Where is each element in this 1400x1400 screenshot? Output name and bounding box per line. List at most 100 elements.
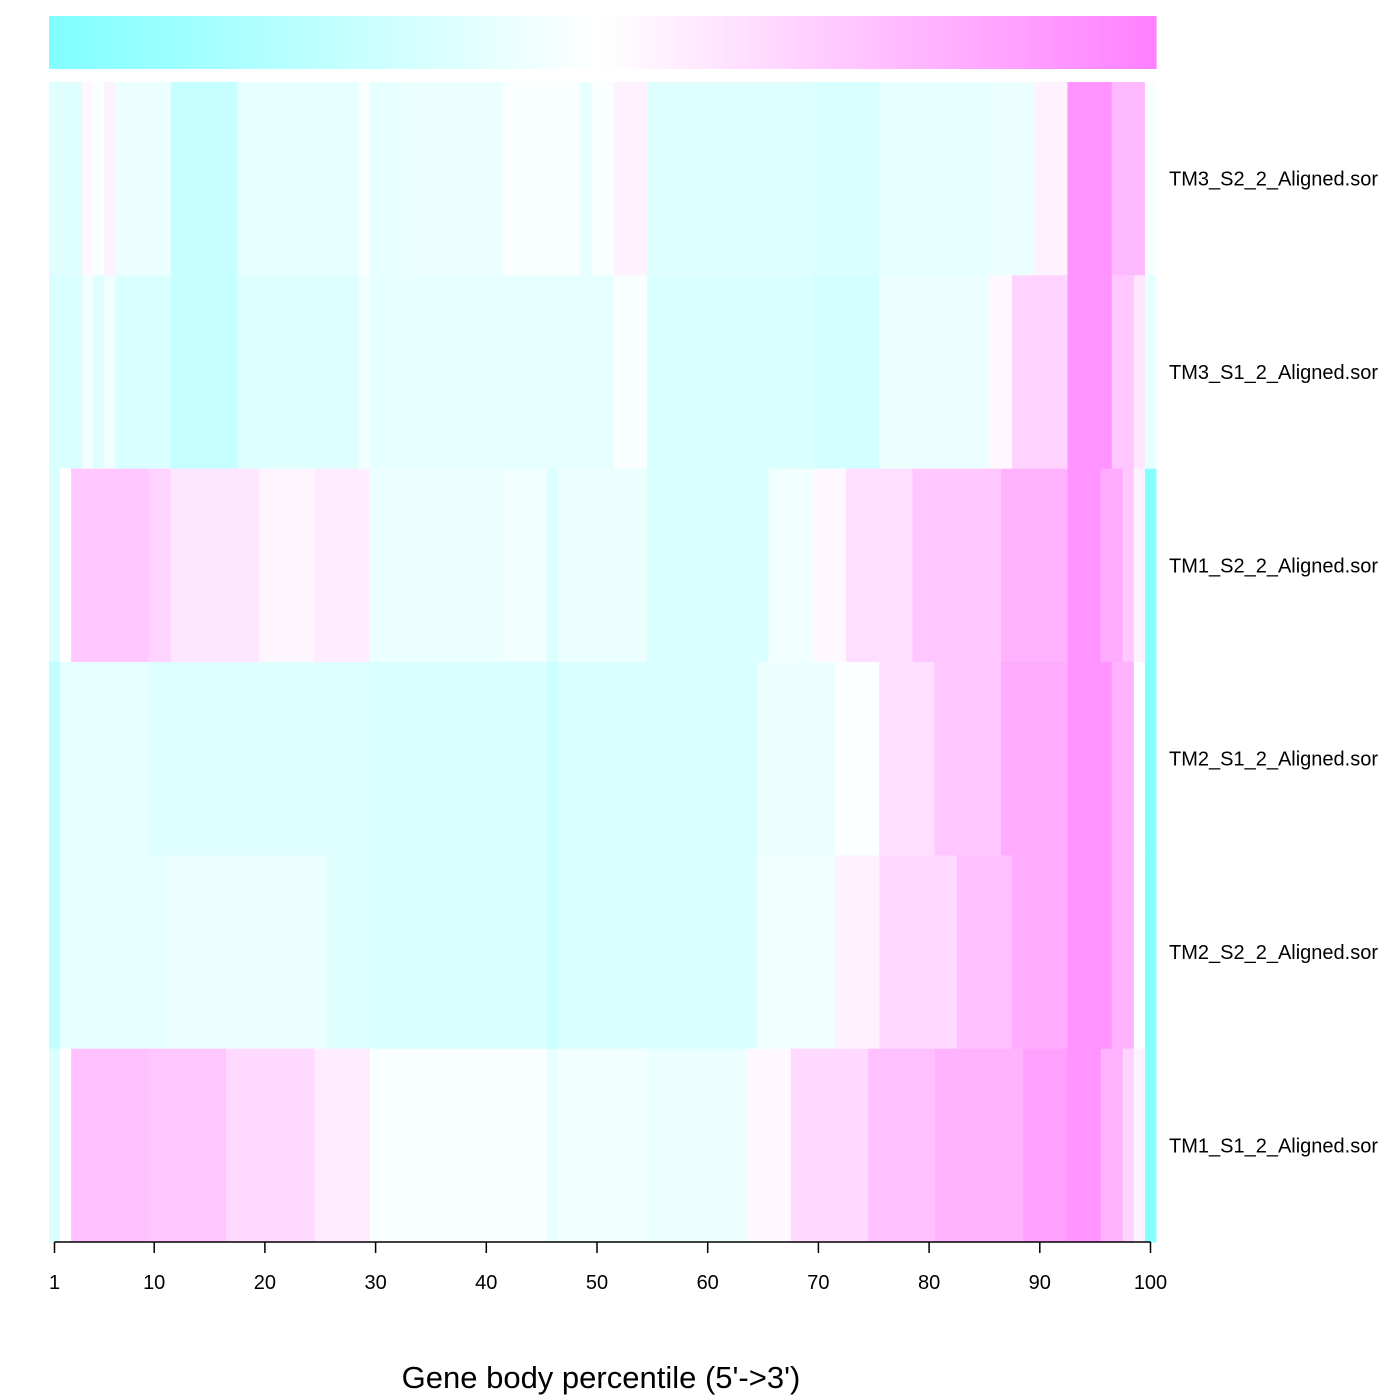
heatmap-cell [989, 275, 1013, 470]
heatmap-cell [170, 468, 260, 663]
colorbar-cell [1082, 16, 1093, 69]
heatmap-cell [1111, 662, 1135, 856]
colorbar-cell [602, 16, 613, 69]
heatmap-cell [1067, 468, 1102, 663]
colorbar-cell [1036, 16, 1046, 69]
colorbar-cell [860, 16, 871, 69]
heatmap-cell [237, 275, 360, 470]
heatmap-cell [115, 82, 172, 276]
heatmap-cell [237, 82, 360, 276]
colorbar-cell [1072, 16, 1083, 69]
colorbar-cell [814, 16, 825, 69]
heatmap-cell [1023, 1048, 1068, 1243]
heatmap-row [49, 662, 1157, 856]
x-tick-label: 40 [475, 1272, 497, 1294]
colorbar-cell [491, 16, 502, 69]
colorbar-cell [353, 16, 364, 69]
colorbar-cell [989, 16, 1000, 69]
colorbar-cell [731, 16, 742, 69]
heatmap-cell [812, 275, 880, 470]
heatmap-row [49, 468, 1157, 663]
colorbar-cell [279, 16, 290, 69]
colorbar-cell [1119, 16, 1129, 69]
colorbar-cell [916, 16, 926, 69]
heatmap-cell [104, 275, 116, 470]
colorbar-cell [657, 16, 668, 69]
heatmap-cell [1122, 1048, 1135, 1243]
heatmap-cell [148, 662, 371, 856]
colorbar-cell [897, 16, 908, 69]
colorbar-cell [454, 16, 465, 69]
colorbar-cell [122, 16, 133, 69]
heatmap-cell [591, 82, 614, 276]
heatmap-cell [1144, 855, 1157, 1050]
x-tick-label: 1 [49, 1272, 60, 1294]
heatmap-cell [1067, 662, 1113, 856]
heatmap-cell [314, 468, 371, 663]
colorbar-cell [205, 16, 216, 69]
colorbar-cell [49, 16, 59, 69]
colorbar-cell [270, 16, 281, 69]
heatmap-cell [834, 662, 880, 856]
row-label: TM1_S1_2_Aligned.sor [1169, 1135, 1378, 1157]
heatmap-cell [1144, 468, 1157, 663]
colorbar-cell [620, 16, 631, 69]
colorbar-cell [224, 16, 235, 69]
colorbar-cell [906, 16, 917, 69]
heatmap-cell [846, 468, 913, 663]
colorbar-cell [842, 16, 853, 69]
colorbar-cell [242, 16, 253, 69]
heatmap-cell [170, 82, 238, 276]
colorbar-cell [159, 16, 170, 69]
colorbar-cell [215, 16, 225, 69]
colorbar-cell [187, 16, 198, 69]
colorbar-cell [1008, 16, 1019, 69]
heatmap-cell [82, 82, 94, 276]
colorbar-cell [427, 16, 438, 69]
heatmap-cell [104, 82, 116, 276]
heatmap-cell [1133, 468, 1146, 663]
heatmap-cell [1133, 855, 1146, 1050]
colorbar-cell [630, 16, 640, 69]
heatmap-cell [60, 855, 172, 1050]
colorbar-cell [750, 16, 760, 69]
heatmap-cell [71, 1048, 150, 1243]
colorbar-cell [740, 16, 751, 69]
heatmap-cell [879, 82, 991, 276]
colorbar-cell [934, 16, 945, 69]
heatmap-cell [1133, 275, 1146, 470]
colorbar-cell [1146, 16, 1157, 69]
heatmap-cell [547, 855, 559, 1050]
colorbar-cell [390, 16, 401, 69]
colorbar-cell [879, 16, 890, 69]
heatmap-cell [1144, 1048, 1157, 1243]
heatmap-cell [757, 855, 836, 1050]
heatmap-cell [370, 82, 404, 276]
heatmap-grid [49, 82, 1157, 1243]
colorbar-cell [888, 16, 899, 69]
colorbar-cell [943, 16, 954, 69]
heatmap-cell [49, 82, 83, 276]
colorbar-cell [796, 16, 807, 69]
colorbar-cell [667, 16, 677, 69]
colorbar-cell [971, 16, 982, 69]
heatmap-cell [259, 468, 316, 663]
heatmap-cell [370, 275, 504, 470]
heatmap-cell [879, 662, 935, 856]
heatmap-cell [746, 1048, 792, 1243]
heatmap-cell [170, 855, 327, 1050]
colorbar-cell [851, 16, 862, 69]
heatmap-cell [646, 275, 814, 470]
heatmap-cell [1111, 855, 1135, 1050]
heatmap-cell [60, 1048, 72, 1243]
colorbar-cell [1017, 16, 1028, 69]
colorbar-cell [925, 16, 936, 69]
heatmap-cell [1067, 1048, 1102, 1243]
heatmap-cell [613, 82, 648, 276]
colorbar-cell [1054, 16, 1065, 69]
x-tick-label: 90 [1029, 1272, 1051, 1294]
heatmap-cell [1012, 855, 1068, 1050]
heatmap-cell [934, 662, 1002, 856]
row-label: TM2_S1_2_Aligned.sor [1169, 749, 1378, 771]
colorbar-cell [113, 16, 124, 69]
